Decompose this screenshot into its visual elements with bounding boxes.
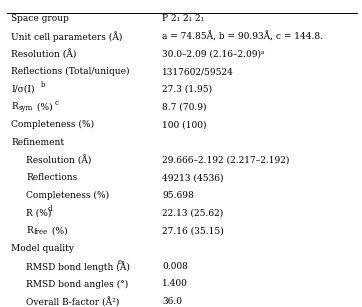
Text: P 2₁ 2₁ 2₁: P 2₁ 2₁ 2₁ [162,14,204,23]
Text: 22.13 (25.62): 22.13 (25.62) [162,208,223,218]
Text: (%): (%) [34,103,53,111]
Text: b: b [41,81,45,89]
Text: Overall B-factor (Å²): Overall B-factor (Å²) [26,297,119,307]
Text: 8.7 (70.9): 8.7 (70.9) [162,103,207,111]
Text: Refinement: Refinement [11,138,64,147]
Text: 1.400: 1.400 [162,279,188,288]
Text: sym: sym [19,104,33,112]
Text: RMSD bond length (Å): RMSD bond length (Å) [26,262,130,272]
Text: 27.3 (1.95): 27.3 (1.95) [162,85,212,94]
Text: 29.666–2.192 (2.217–2.192): 29.666–2.192 (2.217–2.192) [162,156,290,165]
Text: Model quality: Model quality [11,244,74,253]
Text: Space group: Space group [11,14,69,23]
Text: Resolution (Å): Resolution (Å) [11,49,77,60]
Text: RMSD bond angles (°): RMSD bond angles (°) [26,279,129,289]
Text: I/σ(I): I/σ(I) [11,85,35,94]
Text: 49213 (4536): 49213 (4536) [162,173,224,182]
Text: Completeness (%): Completeness (%) [11,120,94,129]
Text: 95.698: 95.698 [162,191,194,200]
Text: d: d [48,205,52,213]
Text: 30.0–2.09 (2.16–2.09)ᵃ: 30.0–2.09 (2.16–2.09)ᵃ [162,49,265,58]
Text: Resolution (Å): Resolution (Å) [26,156,92,166]
Text: 1317602/59524: 1317602/59524 [162,67,234,76]
Text: (%): (%) [49,226,68,235]
Text: 100 (100): 100 (100) [162,120,207,129]
Text: Completeness (%): Completeness (%) [26,191,109,200]
Text: Reflections: Reflections [26,173,77,182]
Text: R: R [26,226,33,235]
Text: 36.0: 36.0 [162,297,182,306]
Text: R: R [11,103,18,111]
Text: free: free [34,228,48,236]
Text: 0.008: 0.008 [162,262,188,271]
Text: Unit cell parameters (Å): Unit cell parameters (Å) [11,32,123,42]
Text: e: e [118,258,122,266]
Text: 27.16 (35.15): 27.16 (35.15) [162,226,224,235]
Text: c: c [54,99,58,107]
Text: R (%): R (%) [26,208,51,218]
Text: Reflections (Total/unique): Reflections (Total/unique) [11,67,130,76]
Text: a = 74.85Å, b = 90.93Å, c = 144.8.: a = 74.85Å, b = 90.93Å, c = 144.8. [162,32,323,42]
